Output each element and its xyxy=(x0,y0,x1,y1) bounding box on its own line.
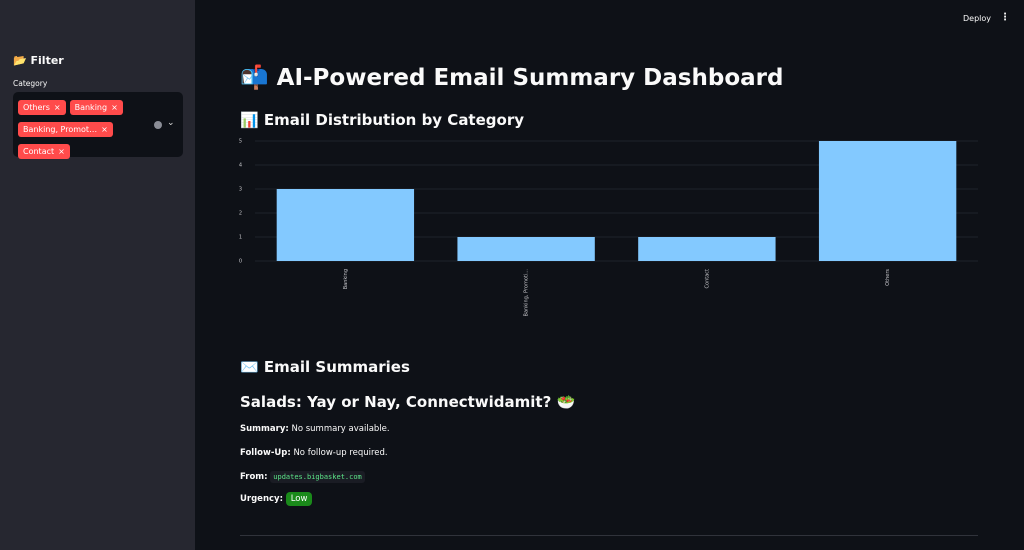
chip-remove[interactable]: × xyxy=(101,125,108,134)
chip-remove[interactable]: × xyxy=(53,103,61,112)
email-subject: Salads: Yay or Nay, Connectwidamit? 🥗 xyxy=(240,393,576,411)
y-tick-label: 4 xyxy=(239,163,242,169)
y-tick-label: 3 xyxy=(239,187,242,193)
y-tick-label: 2 xyxy=(239,211,242,217)
label: Summary: xyxy=(240,424,289,434)
sidebar: 📂 Filter Category Others × Banking × Banking… xyxy=(0,0,195,550)
value: No summary available. xyxy=(291,424,390,434)
x-tick-label: Banking, Promoti... xyxy=(524,269,530,317)
summary-line: Summary: No summary available. xyxy=(240,424,390,434)
summaries-heading: ✉️ Email Summaries xyxy=(240,358,410,376)
clear-icon[interactable] xyxy=(154,121,162,129)
dropdown-icon[interactable]: ⌄ xyxy=(167,118,175,128)
sidebar-title: 📂 Filter xyxy=(13,54,64,67)
chip[interactable]: Others × xyxy=(18,100,66,115)
chip-list: Others × Banking × Banking, Promot… × Contact × xyxy=(16,95,156,161)
bar xyxy=(276,189,415,261)
menu-icon[interactable]: ⋮ xyxy=(1000,12,1010,23)
chip[interactable]: Banking × xyxy=(69,100,123,115)
x-tick-label: Others xyxy=(885,269,891,286)
filter-label: Category xyxy=(13,79,48,88)
divider xyxy=(240,535,978,536)
multiselect[interactable]: Others × Banking × Banking, Promot… × Contact ×… xyxy=(13,92,183,159)
bar xyxy=(457,237,595,261)
label: Urgency: xyxy=(240,494,283,504)
bar xyxy=(818,141,957,261)
chip[interactable]: Banking, Promot… × xyxy=(18,122,113,137)
value: No follow-up required. xyxy=(293,448,388,458)
y-tick-label: 0 xyxy=(239,259,242,265)
x-tick-label: Banking xyxy=(343,269,349,289)
chip-remove[interactable]: × xyxy=(58,147,65,156)
y-tick-label: 5 xyxy=(239,139,242,145)
chip[interactable]: Contact × xyxy=(18,144,70,159)
label: From: xyxy=(240,472,268,482)
urgency-line: Urgency: Low xyxy=(240,492,313,506)
value: updates.bigbasket.com xyxy=(270,471,365,483)
bar xyxy=(638,237,776,261)
x-tick-label: Contact xyxy=(704,269,710,288)
chip-label: Banking xyxy=(74,103,108,112)
deploy-button[interactable]: Deploy xyxy=(963,14,992,23)
chart-heading: 📊 Email Distribution by Category xyxy=(240,111,524,129)
chip-remove[interactable]: × xyxy=(111,103,118,112)
urgency-badge: Low xyxy=(285,492,313,506)
chip-label: Contact xyxy=(23,147,55,156)
page-title: 📬 AI-Powered Email Summary Dashboard xyxy=(240,65,784,91)
chip-label: Others xyxy=(23,103,50,112)
chip-label: Banking, Promot… xyxy=(23,125,98,134)
label: Follow-Up: xyxy=(240,448,291,458)
from-line: From: updates.bigbasket.com xyxy=(240,471,365,483)
followup-line: Follow-Up: No follow-up required. xyxy=(240,448,388,458)
chart: 0 1 2 3 4 5 Banking Banking, Promoti... Contact O… xyxy=(239,139,978,317)
y-tick-label: 1 xyxy=(239,235,242,241)
